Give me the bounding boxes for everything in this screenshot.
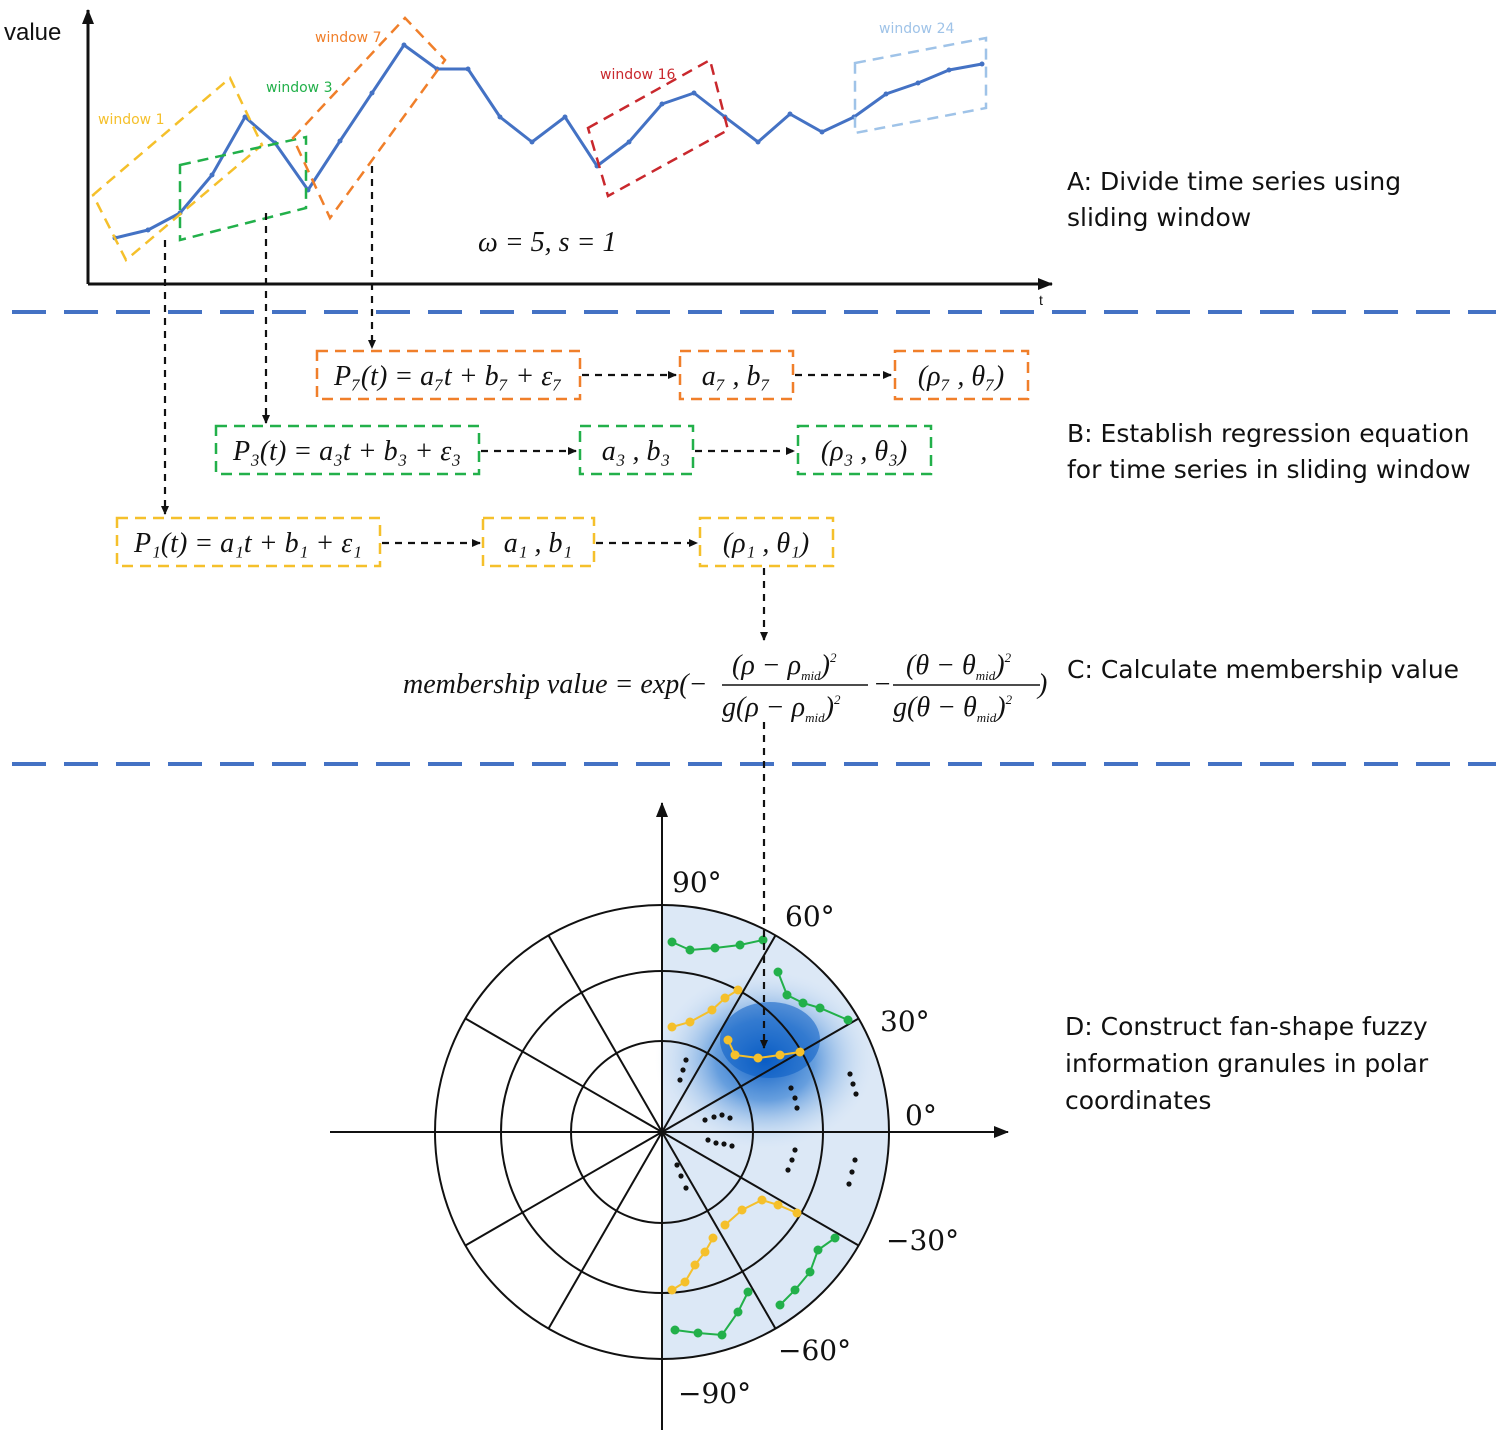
angle-label-minus-90: −90°: [678, 1377, 751, 1410]
angle-label-minus-60: −60°: [778, 1334, 851, 1367]
window-3-box: [178, 135, 308, 242]
window-3-label: window 3: [266, 80, 332, 96]
coef-values-7: a₇ , b₇: [702, 361, 770, 392]
window-24-label: window 24: [879, 21, 954, 37]
window-7-box: [291, 16, 447, 221]
window-16-box: [586, 58, 730, 198]
membership-num1: (ρ − ρmid)2: [732, 650, 837, 683]
y-axis-label: value: [4, 19, 61, 46]
polar-spokes: [464, 934, 860, 1330]
time-series-line: [114, 43, 983, 240]
granule-dots-black: [674, 1057, 859, 1191]
angle-label-0: 0°: [905, 1099, 937, 1132]
membership-den1: g(ρ − ρmid)2: [722, 692, 841, 725]
regression-row-3: P₃(t) = a₃t + b₃ + ε₃ a₃ , b₃ (ρ₃ , θ₃): [214, 424, 933, 476]
membership-minus: −: [873, 669, 892, 700]
fuzzy-granule-core: [720, 1002, 820, 1078]
coef-box-7: [678, 349, 795, 401]
polar-values-3: (ρ₃ , θ₃): [821, 436, 907, 467]
angle-label-minus-30: −30°: [886, 1224, 959, 1257]
window-7-label: window 7: [315, 30, 381, 46]
regression-row-7: P₇(t) = a₇t + b₇ + ε₇ a₇ , b₇ (ρ₇ , θ₇): [315, 349, 1030, 401]
membership-den2: g(θ − θmid)2: [893, 692, 1013, 725]
window-24-box: [853, 36, 988, 135]
granule-glyphs-green: [667, 935, 853, 1340]
window-16-label: window 16: [600, 67, 675, 83]
coef-values-3: a₃ , b₃: [602, 436, 670, 467]
time-series-points: [112, 42, 985, 241]
angle-label-90: 90°: [672, 866, 722, 899]
membership-lhs: membership value = exp(−: [403, 669, 707, 700]
x-axis-label: t: [1039, 292, 1043, 308]
time-series-panel: value t window 1 window 3 window 7 windo…: [4, 9, 1053, 308]
model-box-1: [115, 516, 382, 568]
angle-label-60: 60°: [785, 900, 835, 933]
coef-box-1: [481, 516, 596, 568]
model-equation-7: P₇(t) = a₇t + b₇ + ε₇: [333, 361, 562, 392]
step-a-label: A: Divide time series using sliding wind…: [1067, 167, 1409, 232]
step-b-label: B: Establish regression equation for tim…: [1067, 419, 1477, 484]
model-equation-1: P₁(t) = a₁t + b₁ + ε₁: [133, 528, 362, 559]
granule-glyphs-yellow: [667, 985, 805, 1295]
regression-row-1: P₁(t) = a₁t + b₁ + ε₁ a₁ , b₁ (ρ₁ , θ₁): [115, 516, 835, 568]
model-equation-3: P₃(t) = a₃t + b₃ + ε₃: [232, 436, 461, 467]
membership-formula: membership value = exp(− (ρ − ρmid)2 g(ρ…: [403, 650, 1047, 725]
model-box-3: [214, 424, 481, 476]
step-c-label: C: Calculate membership value: [1067, 655, 1459, 684]
coef-box-3: [578, 424, 695, 476]
coef-values-1: a₁ , b₁: [504, 528, 572, 559]
window-1-label: window 1: [98, 112, 164, 128]
model-box-7: [315, 349, 582, 401]
membership-num2: (θ − θmid)2: [906, 650, 1012, 683]
window-params: ω = 5, s = 1: [478, 227, 616, 258]
membership-close: ): [1036, 669, 1047, 700]
step-d-label: D: Construct fan-shape fuzzy information…: [1065, 1012, 1436, 1115]
angle-label-30: 30°: [880, 1005, 930, 1038]
polar-values-1: (ρ₁ , θ₁): [723, 528, 809, 559]
polar-values-7: (ρ₇ , θ₇): [918, 361, 1004, 392]
polar-panel: 90° 60° 30° 0° −30° −60° −90°: [330, 802, 1009, 1430]
window-1-box: [91, 75, 264, 262]
